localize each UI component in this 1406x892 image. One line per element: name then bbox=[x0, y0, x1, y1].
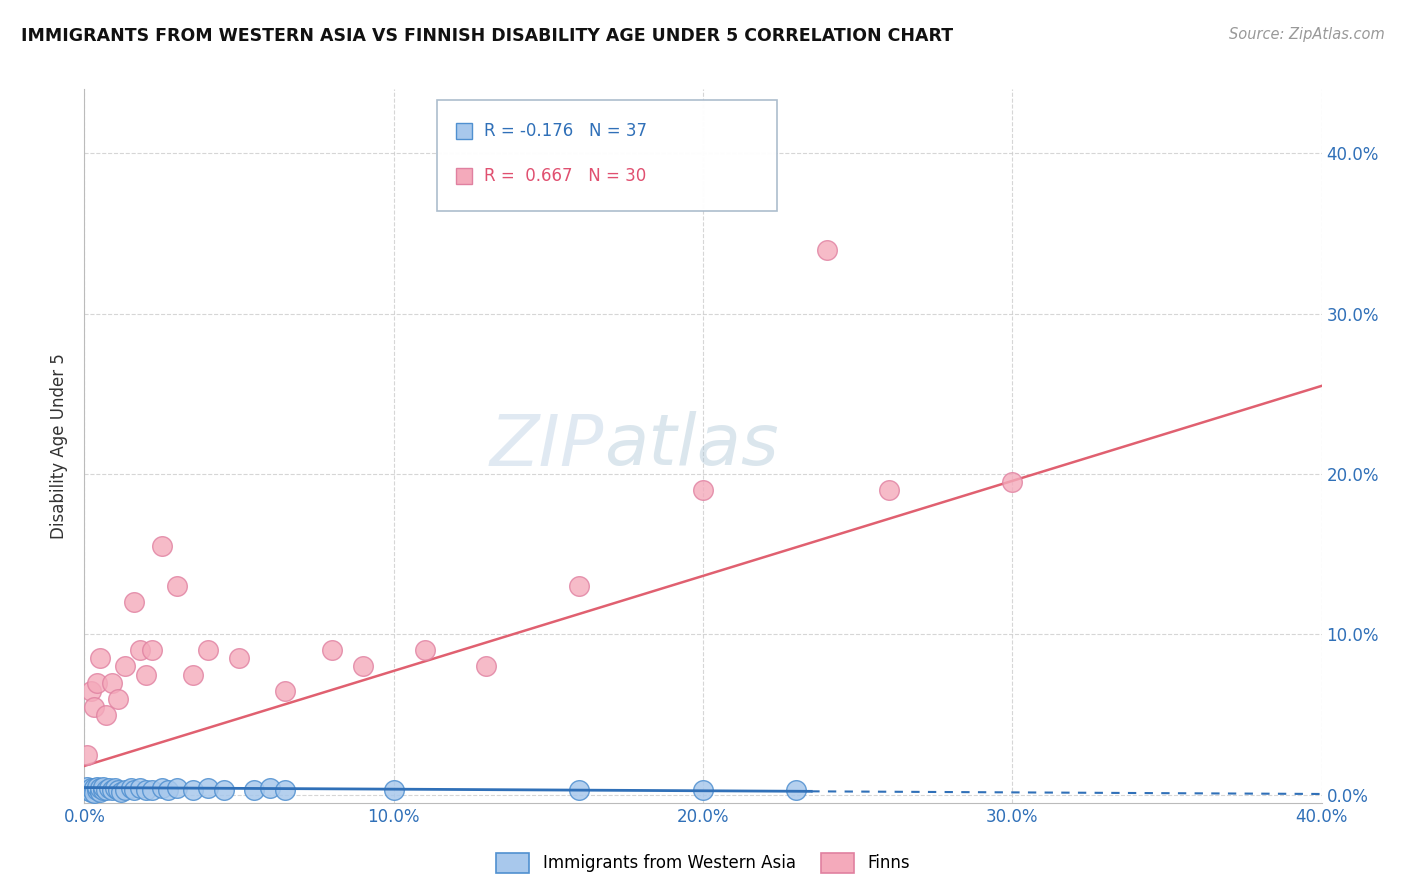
Point bbox=[141, 643, 163, 657]
FancyBboxPatch shape bbox=[437, 100, 778, 211]
Point bbox=[86, 675, 108, 690]
Point bbox=[104, 781, 127, 796]
Point bbox=[259, 781, 281, 796]
Point bbox=[150, 781, 173, 796]
Point bbox=[89, 651, 111, 665]
Point bbox=[91, 780, 114, 794]
Point bbox=[197, 643, 219, 657]
Point bbox=[321, 643, 343, 657]
Text: IMMIGRANTS FROM WESTERN ASIA VS FINNISH DISABILITY AGE UNDER 5 CORRELATION CHART: IMMIGRANTS FROM WESTERN ASIA VS FINNISH … bbox=[21, 27, 953, 45]
Point bbox=[114, 783, 136, 797]
Point bbox=[110, 784, 132, 798]
Point bbox=[568, 579, 591, 593]
Point bbox=[692, 483, 714, 497]
Y-axis label: Disability Age Under 5: Disability Age Under 5 bbox=[49, 353, 67, 539]
Point bbox=[141, 783, 163, 797]
Point bbox=[228, 651, 250, 665]
Point bbox=[83, 699, 105, 714]
Point bbox=[83, 781, 105, 796]
Point bbox=[120, 781, 142, 796]
Point bbox=[79, 683, 101, 698]
Point bbox=[79, 781, 101, 796]
Point bbox=[197, 781, 219, 796]
Point bbox=[166, 579, 188, 593]
Point bbox=[1001, 475, 1024, 489]
Point bbox=[475, 659, 498, 673]
Point bbox=[413, 643, 436, 657]
Point bbox=[156, 783, 179, 797]
Point bbox=[114, 659, 136, 673]
Point bbox=[94, 783, 117, 797]
Legend: Immigrants from Western Asia, Finns: Immigrants from Western Asia, Finns bbox=[489, 847, 917, 880]
Text: ZIP: ZIP bbox=[489, 411, 605, 481]
Point bbox=[274, 683, 297, 698]
Point bbox=[129, 781, 152, 796]
Point bbox=[83, 786, 105, 800]
Point bbox=[181, 667, 204, 681]
Point bbox=[76, 747, 98, 762]
Text: atlas: atlas bbox=[605, 411, 779, 481]
Point bbox=[89, 781, 111, 796]
Text: R = -0.176   N = 37: R = -0.176 N = 37 bbox=[484, 122, 647, 140]
Point bbox=[785, 783, 807, 797]
Point bbox=[212, 783, 235, 797]
Point bbox=[107, 691, 129, 706]
Point bbox=[274, 783, 297, 797]
Point bbox=[98, 781, 121, 796]
Point bbox=[89, 784, 111, 798]
Point bbox=[107, 783, 129, 797]
Point bbox=[135, 667, 157, 681]
Point bbox=[79, 784, 101, 798]
Point bbox=[91, 783, 114, 797]
Point bbox=[568, 783, 591, 797]
Text: Source: ZipAtlas.com: Source: ZipAtlas.com bbox=[1229, 27, 1385, 42]
Point bbox=[101, 675, 124, 690]
Point bbox=[76, 780, 98, 794]
Point bbox=[243, 783, 266, 797]
Point bbox=[352, 659, 374, 673]
Point bbox=[382, 783, 405, 797]
Point bbox=[877, 483, 900, 497]
Point bbox=[181, 783, 204, 797]
Point bbox=[122, 595, 145, 609]
Point bbox=[815, 243, 838, 257]
Point bbox=[129, 643, 152, 657]
Point bbox=[135, 783, 157, 797]
Point bbox=[122, 783, 145, 797]
Point bbox=[86, 783, 108, 797]
Point bbox=[166, 781, 188, 796]
Point bbox=[150, 539, 173, 553]
Point bbox=[692, 783, 714, 797]
Point bbox=[86, 780, 108, 794]
Text: R =  0.667   N = 30: R = 0.667 N = 30 bbox=[484, 168, 647, 186]
Point bbox=[76, 783, 98, 797]
Point bbox=[94, 707, 117, 722]
Point bbox=[101, 783, 124, 797]
